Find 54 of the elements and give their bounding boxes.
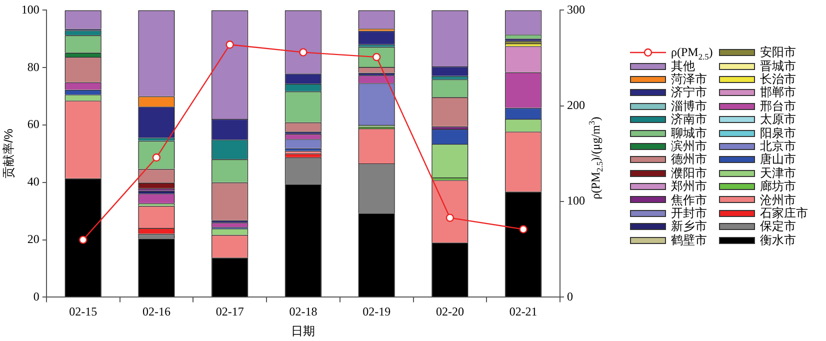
- legend-label: 天津市: [760, 164, 796, 180]
- x-tick-label: 02-21: [509, 304, 538, 319]
- y2-tick-label: 200: [567, 98, 585, 112]
- y2-tick-label: 100: [567, 194, 585, 208]
- point: [78, 236, 88, 244]
- legend-label: 安阳市: [760, 44, 796, 60]
- legend-label: 北京市: [760, 138, 796, 153]
- legend-label: 德州市: [671, 152, 707, 167]
- point: [446, 214, 454, 222]
- y-tick-label: 20: [27, 232, 40, 246]
- point: [226, 40, 234, 49]
- x-tick-label: 02-17: [216, 304, 244, 319]
- legend-label: 濮阳市: [671, 165, 707, 180]
- legend-label: 长治市: [760, 72, 796, 86]
- x-tick-label: 02-19: [362, 304, 391, 319]
- y-tick-label: 40: [27, 174, 40, 189]
- x-tick-label: 02-16: [142, 304, 170, 319]
- x-axis-title: 日期: [291, 324, 316, 338]
- legend-label: 鹤壁市: [671, 232, 707, 249]
- legend-label: 邯郸市: [760, 84, 796, 100]
- legend-label: 焦作市: [671, 192, 707, 207]
- y-tick-label: 100: [21, 2, 40, 16]
- legend-label: 衡水市: [760, 232, 796, 249]
- legend-label: 淄博市: [671, 98, 707, 113]
- legend-label: 济宁市: [671, 85, 707, 100]
- legend-label: 阳泉市: [760, 124, 796, 140]
- legend-label: 郑州市: [671, 179, 707, 194]
- point: [519, 225, 528, 234]
- legend-label: 晋城市: [760, 58, 796, 73]
- legend-label: ρ(PM$_{2.5}$): [671, 44, 713, 61]
- legend-label: 菏泽市: [671, 72, 707, 86]
- x-tick-label: 02-15: [69, 304, 98, 319]
- y-axis-title: 贡献率/%: [2, 128, 16, 179]
- point: [299, 48, 308, 56]
- y-tick-label: 60: [27, 117, 40, 132]
- legend-label: 唐山市: [760, 152, 796, 167]
- legend-label: 沧州市: [760, 192, 796, 206]
- legend-label: 石家庄市: [760, 206, 808, 220]
- y-tick-label: 0: [33, 289, 40, 304]
- x-tick-label: 02-20: [436, 304, 464, 319]
- legend-label: 邢台市: [760, 98, 796, 113]
- legend-label: 开封市: [671, 206, 707, 220]
- legend-label: 廊坊市: [760, 178, 796, 194]
- y2-tick-label: 0: [567, 289, 573, 304]
- y-tick-label: 80: [27, 60, 40, 74]
- y2-tick-label: 300: [567, 2, 585, 16]
- legend-label: 保定市: [760, 219, 796, 234]
- legend-label: 滨州市: [671, 138, 707, 153]
- legend-label: 新乡市: [671, 218, 707, 234]
- legend-label: 太原市: [760, 112, 796, 127]
- legend-label: 其他: [671, 58, 695, 73]
- x-tick-label: 02-18: [289, 304, 318, 319]
- legend-label: 聊城市: [671, 125, 707, 140]
- legend-label: 济南市: [671, 112, 707, 127]
